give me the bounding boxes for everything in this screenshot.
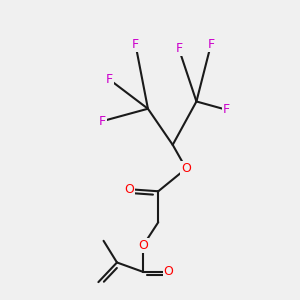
- Text: O: O: [138, 239, 148, 253]
- Text: F: F: [99, 115, 106, 128]
- Text: F: F: [132, 38, 139, 51]
- Text: F: F: [106, 73, 113, 86]
- Text: O: O: [181, 162, 191, 175]
- Text: F: F: [207, 38, 214, 51]
- Text: O: O: [124, 183, 134, 196]
- Text: O: O: [164, 265, 173, 278]
- Text: F: F: [175, 42, 182, 56]
- Text: F: F: [223, 103, 230, 116]
